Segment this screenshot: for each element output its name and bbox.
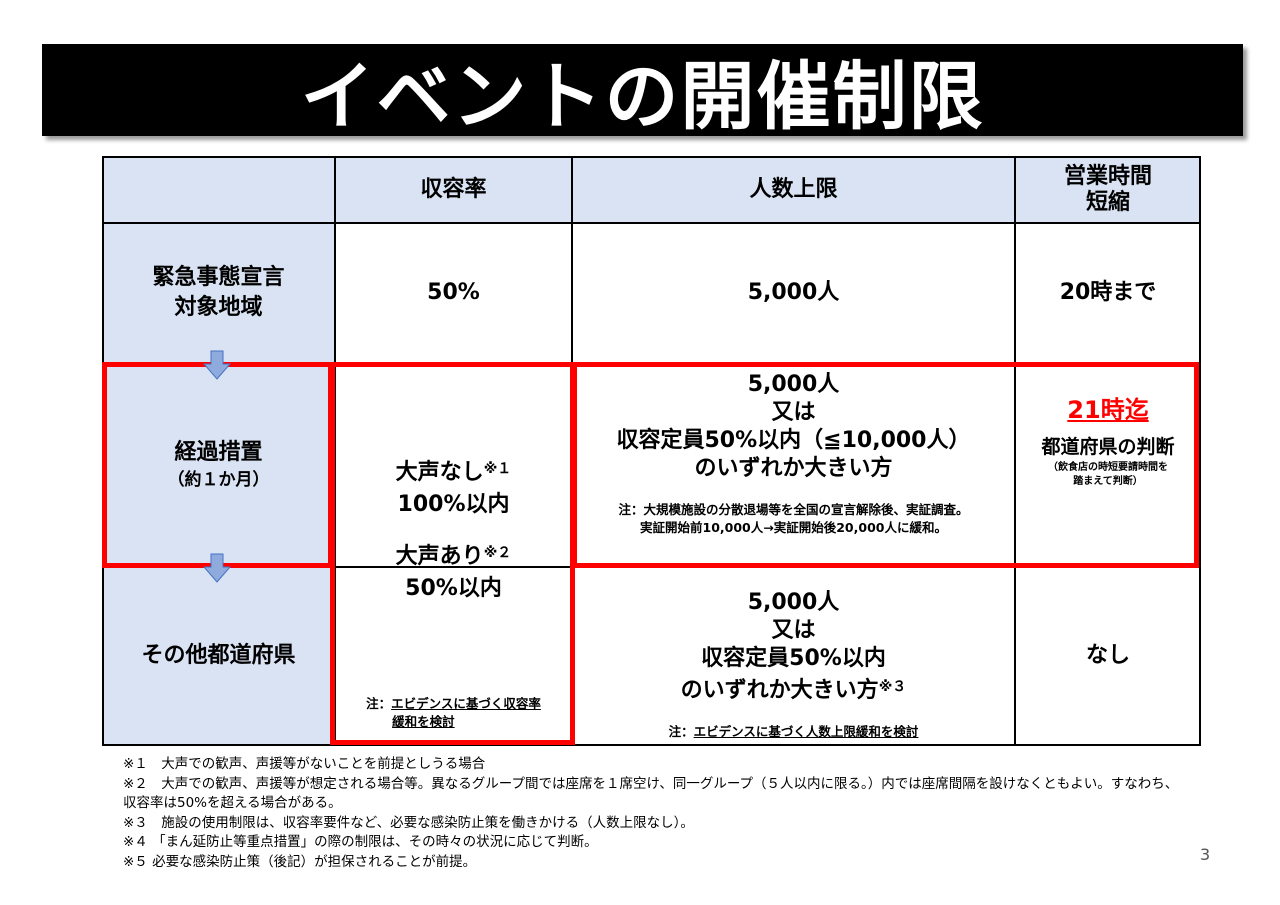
capacity-note-line1: エビデンスに基づく収容率: [391, 696, 541, 711]
grid-line: [1199, 156, 1201, 746]
title-banner: イベントの開催制限: [42, 44, 1243, 140]
capacity-loud-label: 大声あり: [395, 544, 484, 569]
footnote: 収容率は50%を超える場合がある。: [123, 795, 342, 811]
highlight-transition-label: [102, 362, 333, 568]
row-transition-label-main: 経過措置: [174, 440, 263, 465]
row-other-people-line2: 又は: [771, 618, 816, 643]
capacity-quiet-mark: ※１: [483, 461, 512, 477]
row-other-hours: なし: [1085, 643, 1130, 668]
row-other-people-line4-text: のいずれか大きい方: [680, 678, 879, 703]
capacity-quiet-label: 大声なし: [395, 460, 484, 485]
capacity-quiet-value: 100%以内: [397, 492, 510, 517]
grid-line: [102, 222, 1201, 224]
row-other-note: 注：エビデンスに基づく人数上限緩和を検討: [669, 723, 919, 741]
row-other-people: 5,000人 又は 収容定員50%以内 のいずれか大きい方※３ 注：エビデンスに…: [572, 567, 1015, 745]
down-arrow-icon: [203, 350, 231, 380]
row-other-people-line3: 収容定員50%以内: [701, 646, 886, 671]
row-transition-people-note1: 注：大規模施設の分散退場等を全国の宣言解除後、実証調査。: [618, 502, 969, 517]
row-other-label: その他都道府県: [141, 643, 296, 668]
grid-line: [102, 156, 1201, 158]
header-capacity: 収容率: [420, 176, 487, 202]
row-transition-hours-main: 21時迄: [1067, 396, 1149, 424]
capacity-note: 注：エビデンスに基づく収容率 緩和を検討: [366, 695, 541, 731]
row-transition-people-line1: 5,000人: [747, 372, 840, 397]
row-emergency-label-line1: 緊急事態宣言: [152, 265, 285, 290]
header-people-limit: 人数上限: [749, 176, 838, 202]
down-arrow-icon: [203, 553, 231, 583]
page-title: イベントの開催制限: [300, 53, 985, 140]
row-transition-people-note2: 実証開始前10,000人→実証開始後20,000人に緩和。: [640, 520, 947, 535]
capacity-loud-value: 50%以内: [405, 576, 502, 601]
row-transition-hours-note1: （飲食店の時短要請時間を: [1048, 462, 1168, 473]
header-hours-line2: 短縮: [1085, 189, 1130, 215]
grid-line: [334, 156, 336, 746]
header-row-bg: [102, 156, 1201, 223]
row-emergency-hours: 20時まで: [1059, 280, 1157, 305]
grid-line: [102, 744, 1201, 746]
row-transition-hours-line2: 都道府県の判断: [1041, 436, 1175, 458]
row-transition-people-line3: 収容定員50%以内（≦10,000人）: [616, 428, 971, 453]
row-emergency-capacity: 50%: [427, 280, 480, 305]
row-other-people-mark: ※３: [878, 679, 907, 695]
footnote: ※３ 施設の使用制限は、収容率要件など、必要な感染防止策を働きかける（人数上限な…: [123, 814, 694, 831]
row-transition-hours: 21時迄 都道府県の判断 （飲食店の時短要請時間を 踏まえて判断）: [1015, 363, 1201, 567]
capacity-note-line2: 緩和を検討: [392, 714, 455, 729]
capacity-quiet: 大声なし※１: [396, 455, 512, 487]
footnote: ※２ 大声での歓声、声援等が想定される場合等。異なるグループ間では座席を１席空け…: [123, 775, 1179, 792]
footnotes: ※１ 大声での歓声、声援等がないことを前提としうる場合 ※２ 大声での歓声、声援…: [123, 755, 1178, 872]
grid-line: [1014, 156, 1016, 746]
row-transition-hours-note2: 踏まえて判断）: [1073, 476, 1143, 487]
header-hours: 営業時間 短縮: [1015, 156, 1201, 223]
footnote: ※５ 必要な感染防止策（後記）が担保されることが前提。: [123, 853, 477, 870]
row-transition-people-line4: のいずれか大きい方: [694, 456, 893, 481]
footnote: ※４ 「まん延防止等重点措置」の際の制限は、その時々の状況に応じて判断。: [123, 834, 598, 850]
row-emergency-people: 5,000人: [747, 280, 840, 305]
capacity-loud: 大声あり※２: [396, 539, 512, 571]
row-transition-label: 経過措置 （約１か月）: [102, 363, 335, 567]
row-emergency-label: 緊急事態宣言 対象地域: [102, 223, 335, 363]
row-transition-people: 5,000人 又は 収容定員50%以内（≦10,000人） のいずれか大きい方 …: [572, 363, 1015, 567]
page-number: 3: [1200, 845, 1211, 864]
row-transition-people-line2: 又は: [771, 400, 816, 425]
row-transition-sublabel: （約１か月）: [167, 470, 270, 490]
header-hours-line1: 営業時間: [1063, 163, 1152, 189]
row-emergency-label-line2: 対象地域: [174, 295, 263, 320]
capacity-merged-cell: 大声なし※１ 100%以内 大声あり※２ 50%以内 注：エビデンスに基づく収容…: [335, 363, 572, 745]
label-column-bg: [102, 223, 335, 745]
row-other-note-text: エビデンスに基づく人数上限緩和を検討: [693, 724, 919, 739]
capacity-loud-mark: ※２: [483, 545, 512, 561]
row-other-note-prefix: 注：: [668, 724, 694, 739]
row-other-people-line1: 5,000人: [747, 590, 840, 615]
highlight-transition-people-hours: [572, 362, 1199, 568]
highlight-capacity: [330, 362, 575, 745]
footnote: ※１ 大声での歓声、声援等がないことを前提としうる場合: [123, 756, 486, 772]
capacity-note-prefix: 注：: [366, 696, 392, 711]
row-other-people-line4: のいずれか大きい方※３: [681, 673, 907, 705]
